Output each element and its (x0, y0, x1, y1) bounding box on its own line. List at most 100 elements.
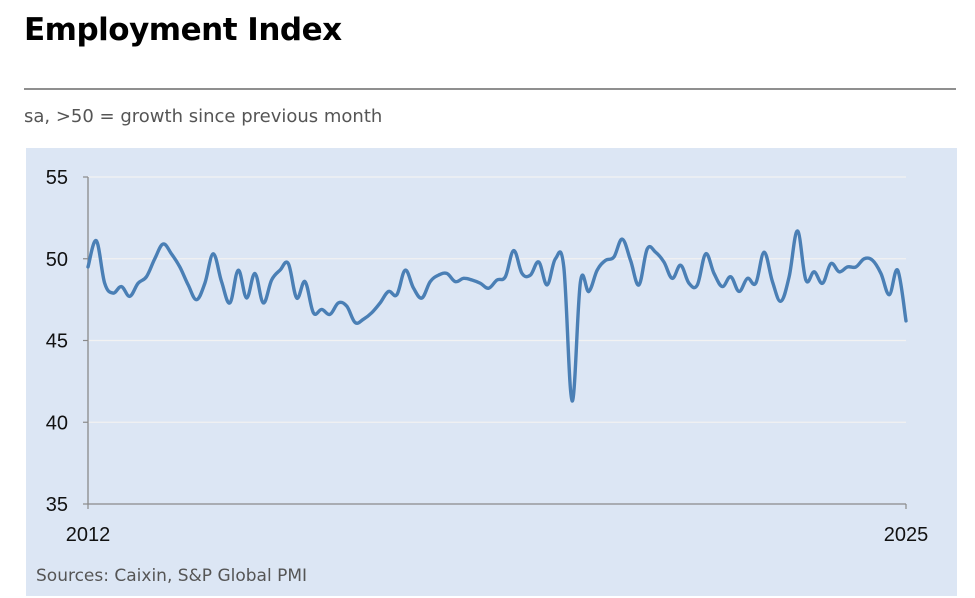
data-point-72 (688, 282, 690, 284)
data-point-57 (563, 266, 565, 268)
data-point-73 (696, 284, 698, 286)
y-tick-label-35: 35 (46, 494, 68, 516)
data-point-9 (162, 243, 164, 245)
data-point-68 (654, 251, 656, 253)
data-point-37 (396, 294, 398, 296)
data-point-61 (596, 269, 598, 271)
employment-index-chart: 55 50 45 40 35 2012 2025 (46, 167, 929, 546)
chart-title: Employment Index (24, 12, 342, 48)
data-point-19 (245, 297, 247, 299)
data-point-60 (588, 290, 590, 292)
source-note: Sources: Caixin, S&P Global PMI (36, 566, 308, 586)
data-point-77 (730, 276, 732, 278)
data-point-11 (179, 266, 181, 268)
data-point-48 (487, 287, 489, 289)
gridlines (88, 176, 906, 423)
data-point-32 (354, 321, 356, 323)
data-point-52 (521, 272, 523, 274)
data-point-41 (429, 280, 431, 282)
data-point-85 (796, 230, 798, 232)
data-point-51 (512, 249, 514, 251)
data-point-64 (621, 238, 623, 240)
data-point-55 (546, 284, 548, 286)
data-point-50 (504, 276, 506, 278)
data-point-42 (437, 274, 439, 276)
data-point-29 (329, 313, 331, 315)
data-point-31 (346, 305, 348, 307)
data-point-88 (821, 282, 823, 284)
data-point-47 (479, 282, 481, 284)
data-point-81 (763, 251, 765, 253)
data-point-34 (371, 312, 373, 314)
data-point-3 (112, 292, 114, 294)
y-tick-label-40: 40 (46, 412, 68, 434)
x-tick-labels: 2012 2025 (66, 524, 929, 546)
data-point-90 (838, 271, 840, 273)
data-point-97 (896, 269, 898, 271)
data-point-20 (254, 272, 256, 274)
data-point-75 (713, 272, 715, 274)
data-point-14 (204, 282, 206, 284)
data-point-76 (721, 285, 723, 287)
data-point-15 (212, 253, 214, 255)
data-point-94 (871, 259, 873, 261)
data-point-65 (629, 259, 631, 261)
data-point-2 (103, 282, 105, 284)
data-point-6 (137, 282, 139, 284)
data-point-49 (496, 279, 498, 281)
title-divider (24, 88, 956, 90)
x-tick-label-2012: 2012 (66, 524, 111, 546)
data-point-66 (638, 284, 640, 286)
data-point-80 (755, 282, 757, 284)
data-point-96 (888, 294, 890, 296)
chart-subtitle: sa, >50 = growth since previous month (24, 106, 383, 127)
data-point-45 (462, 277, 464, 279)
y-tick-label-55: 55 (46, 167, 68, 189)
data-point-5 (129, 295, 131, 297)
data-point-0 (87, 266, 89, 268)
axes (83, 176, 907, 509)
data-point-63 (613, 256, 615, 258)
data-point-59 (579, 280, 581, 282)
data-point-93 (863, 258, 865, 260)
data-point-44 (454, 280, 456, 282)
data-point-33 (362, 318, 364, 320)
data-point-92 (855, 266, 857, 268)
data-point-27 (312, 312, 314, 314)
chart-panel: 55 50 45 40 35 2012 2025 (26, 148, 957, 596)
series-layer (86, 229, 908, 403)
data-point-98 (905, 320, 907, 322)
data-point-18 (237, 269, 239, 271)
data-point-53 (529, 274, 531, 276)
data-point-24 (287, 262, 289, 264)
data-point-13 (195, 298, 197, 300)
data-point-78 (738, 290, 740, 292)
data-point-62 (604, 259, 606, 261)
data-point-7 (145, 276, 147, 278)
data-point-67 (646, 248, 648, 250)
data-point-21 (262, 302, 264, 304)
data-point-25 (295, 297, 297, 299)
data-point-26 (304, 280, 306, 282)
series-line-employment-index (86, 229, 908, 403)
data-point-36 (387, 290, 389, 292)
data-point-70 (671, 277, 673, 279)
data-point-89 (830, 262, 832, 264)
data-point-91 (846, 266, 848, 268)
data-point-86 (805, 279, 807, 281)
data-point-10 (170, 253, 172, 255)
data-point-74 (704, 253, 706, 255)
data-point-30 (337, 302, 339, 304)
data-point-87 (813, 271, 815, 273)
data-point-95 (880, 272, 882, 274)
data-point-58 (571, 400, 573, 402)
y-tick-labels: 55 50 45 40 35 (46, 167, 68, 516)
y-tick-label-45: 45 (46, 331, 68, 353)
data-point-71 (679, 264, 681, 266)
data-point-4 (120, 285, 122, 287)
data-point-1 (95, 240, 97, 242)
data-point-79 (746, 277, 748, 279)
data-point-56 (554, 258, 556, 260)
data-point-43 (446, 272, 448, 274)
